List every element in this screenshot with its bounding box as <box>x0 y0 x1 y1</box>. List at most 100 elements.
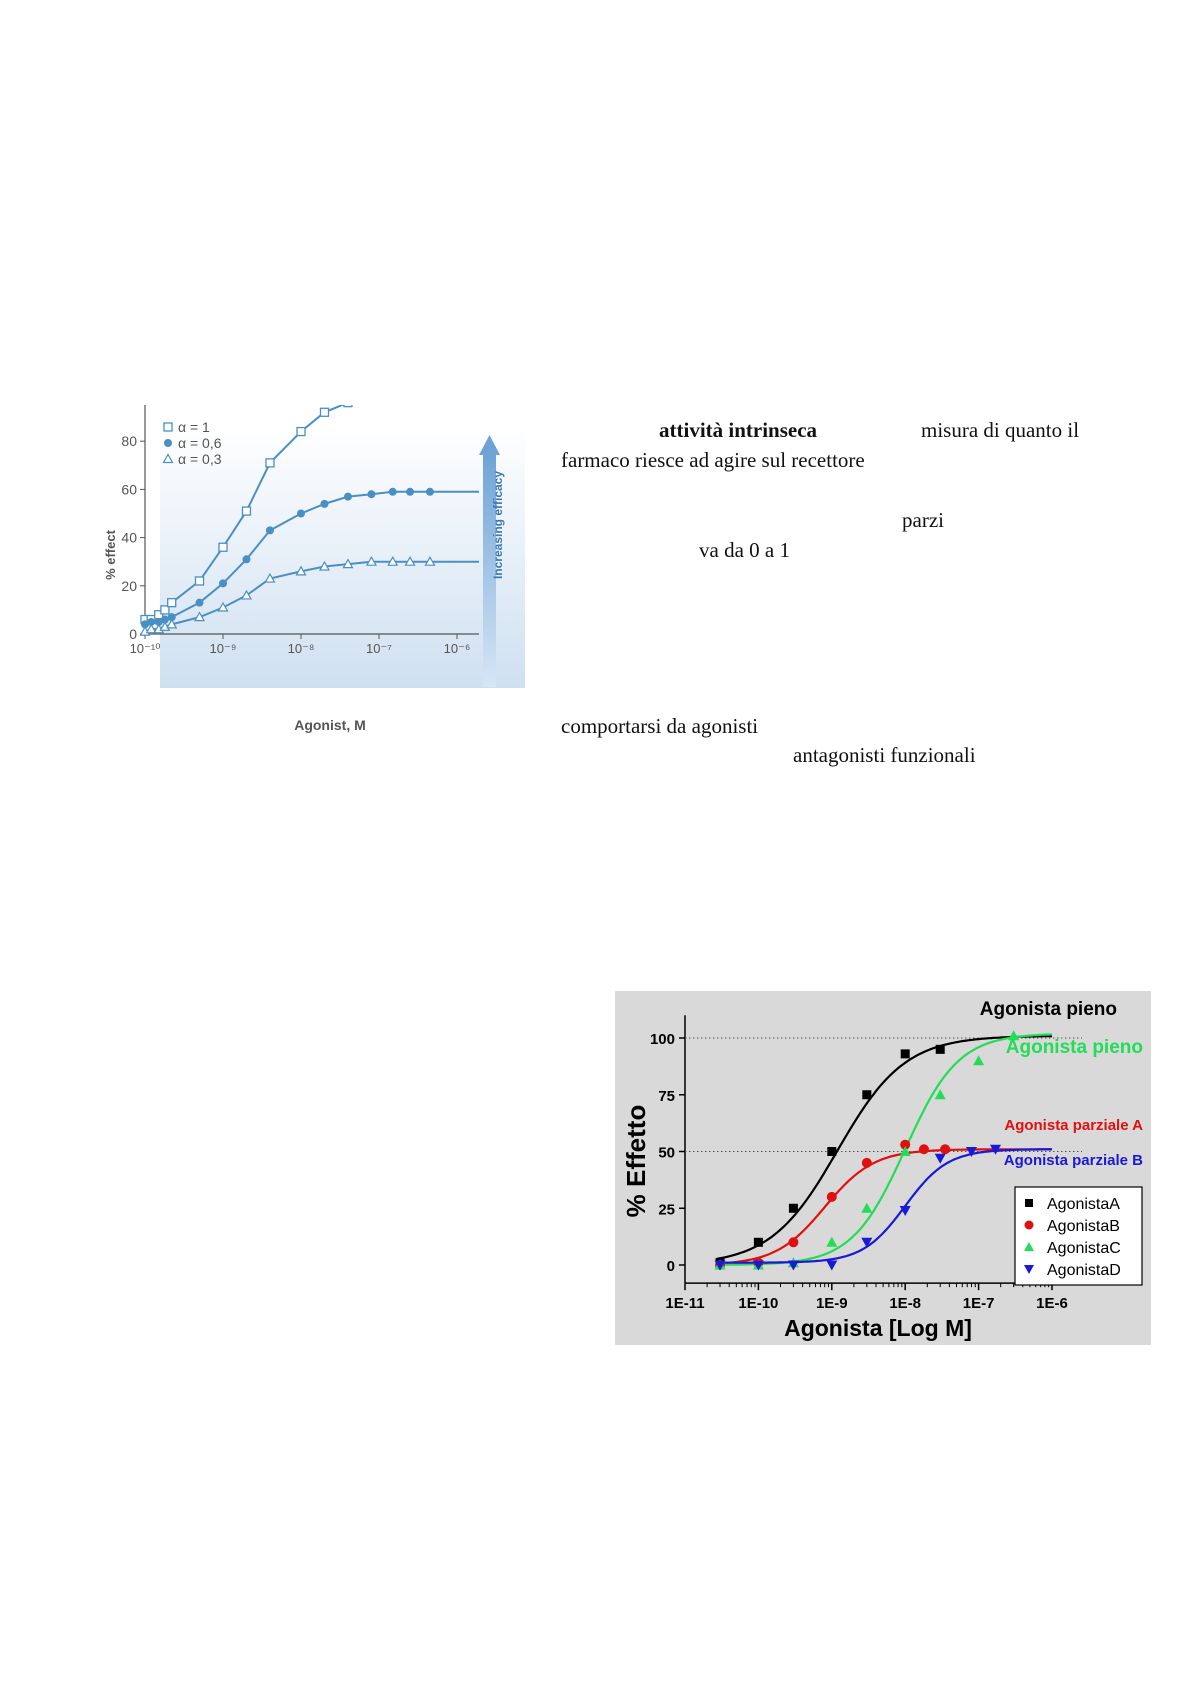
data-point <box>861 1202 873 1213</box>
data-point <box>1008 1030 1020 1041</box>
y-tick-label: 60 <box>121 481 137 497</box>
y-tick-label: 20 <box>121 578 137 594</box>
data-point <box>965 1147 977 1157</box>
data-point <box>318 560 331 571</box>
text-line5: comportarsi da agonisti <box>561 714 759 738</box>
annotation-label: Agonista parziale A <box>1004 1117 1143 1134</box>
x-tick-label: 1E-6 <box>1036 1295 1068 1312</box>
annotation-label: Agonista pieno <box>980 999 1117 1020</box>
data-point <box>404 555 416 566</box>
data-point <box>714 1260 726 1271</box>
data-point <box>319 407 330 417</box>
x-tick-label: 10⁻⁶ <box>444 641 471 656</box>
legend-marker <box>163 422 173 432</box>
data-point <box>918 1144 929 1155</box>
x-tick-label: 1E-7 <box>963 1295 995 1312</box>
data-point <box>934 1089 946 1100</box>
data-point <box>342 558 354 569</box>
x-tick-label: 1E-9 <box>816 1295 848 1312</box>
data-point <box>320 499 329 508</box>
data-point <box>388 487 397 496</box>
text-line1-tail: misura di quanto il <box>921 418 1080 442</box>
legend-marker <box>1024 1265 1034 1274</box>
legend-marker <box>1024 1220 1034 1230</box>
y-tick-label: 40 <box>121 530 137 546</box>
data-point <box>296 426 306 437</box>
agonist-comparison-chart: 0 25 50 75 100 1E-11 1E-10 1E-9 1E-8 1E-7 1E-6 Ago… <box>615 991 1151 1345</box>
legend-label: α = 0,3 <box>178 451 222 467</box>
data-point <box>219 579 227 588</box>
data-point <box>218 542 228 552</box>
data-point <box>242 555 251 564</box>
data-point <box>154 617 163 626</box>
data-point <box>787 1260 799 1271</box>
legend: α = 1α = 0,6α = 0,3 <box>162 419 222 467</box>
data-point <box>753 1237 763 1247</box>
y-tick-label: 0 <box>129 626 137 642</box>
legend-label: AgonistaC <box>1047 1240 1121 1257</box>
text-intrinsic-activity: attività intrinseca <box>659 418 818 442</box>
data-point <box>264 572 276 583</box>
data-point <box>147 617 156 626</box>
data-point <box>425 487 434 496</box>
data-point <box>899 1146 911 1156</box>
data-point <box>934 1153 946 1164</box>
data-point <box>940 1144 951 1155</box>
legend-marker <box>162 453 174 464</box>
x-tick-label: 1E-10 <box>738 1295 778 1312</box>
data-point <box>861 1237 873 1248</box>
data-point <box>826 1236 838 1247</box>
y-tick-label: 0 <box>667 1258 675 1275</box>
legend-label: AgonistaD <box>1047 1262 1121 1279</box>
data-point <box>297 509 305 518</box>
text-line3: parzi <box>902 508 944 532</box>
annotation-label: Agonista parziale B <box>1004 1152 1143 1169</box>
x-tick-label: 10⁻⁸ <box>288 641 315 656</box>
data-point <box>166 618 178 629</box>
data-point <box>990 1144 1002 1155</box>
y-tick-label: 50 <box>658 1145 675 1162</box>
y-tick-label: 25 <box>658 1201 675 1218</box>
data-point <box>343 492 352 501</box>
data-point <box>295 565 307 576</box>
x-axis-label: Agonist, M <box>294 717 366 733</box>
legend-marker <box>1024 1242 1034 1251</box>
data-point <box>973 1055 985 1066</box>
text-line4: va da 0 a 1 <box>699 538 790 562</box>
legend-label: AgonistaB <box>1047 1218 1120 1235</box>
data-point <box>826 1191 837 1202</box>
data-point <box>826 1260 838 1271</box>
legend-label: AgonistaA <box>1047 1196 1120 1213</box>
text-line6: antagonisti funzionali <box>793 743 976 767</box>
y-tick-label: 80 <box>121 433 137 449</box>
data-point <box>194 576 205 586</box>
x-tick-label: 10⁻¹⁰ <box>130 641 161 656</box>
data-point <box>240 589 253 600</box>
data-point <box>365 555 377 566</box>
data-point <box>752 1260 764 1271</box>
x-tick-label: 1E-11 <box>665 1295 704 1312</box>
data-point <box>827 1147 837 1156</box>
data-point <box>145 623 157 634</box>
data-point <box>862 1090 872 1100</box>
data-point <box>899 1206 911 1217</box>
data-point <box>788 1237 799 1248</box>
data-point <box>195 598 204 607</box>
text-line2: farmaco riesce ad agire sul recettore <box>561 448 865 472</box>
data-point <box>406 487 415 496</box>
y-tick-label: 100 <box>650 1031 675 1048</box>
y-axis-label: % effect <box>103 529 118 580</box>
x-tick-label: 10⁻⁹ <box>210 641 237 656</box>
data-point <box>367 490 376 499</box>
data-point <box>167 598 177 608</box>
fit-curve <box>716 1035 1052 1260</box>
legend-label: α = 1 <box>178 419 210 435</box>
x-tick-label: 10⁻⁷ <box>366 641 392 656</box>
data-point <box>167 613 176 622</box>
legend-box <box>1014 1186 1143 1286</box>
data-point <box>160 605 170 615</box>
data-point <box>788 1203 798 1213</box>
legend-marker <box>1025 1199 1033 1207</box>
data-point <box>141 620 149 629</box>
data-point <box>900 1139 911 1150</box>
